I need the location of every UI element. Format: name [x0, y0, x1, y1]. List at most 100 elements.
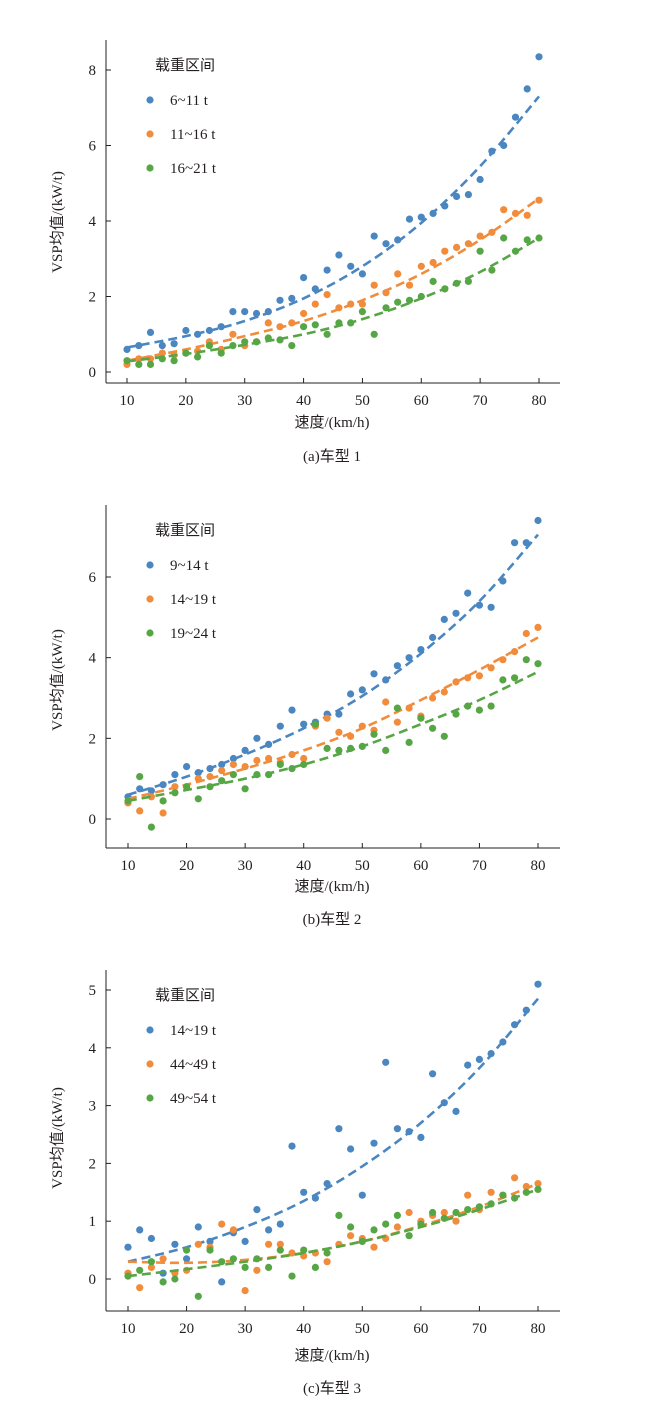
data-point — [475, 601, 483, 609]
data-point — [136, 1266, 144, 1274]
data-point — [370, 1139, 378, 1147]
data-point — [323, 714, 331, 722]
x-tick-label: 80 — [531, 858, 546, 874]
data-point — [171, 1240, 179, 1248]
trend-line-16~21 t — [126, 236, 540, 363]
legend-title: 载重区间 — [155, 987, 215, 1004]
data-point — [441, 285, 449, 293]
data-point — [358, 742, 366, 751]
data-point — [522, 1182, 530, 1191]
data-point — [534, 1180, 542, 1188]
data-point — [323, 1249, 331, 1257]
data-point — [394, 236, 402, 244]
legend-marker — [146, 629, 154, 637]
data-point — [358, 686, 366, 694]
trend-line-14~19 t — [127, 636, 539, 801]
data-point — [276, 336, 284, 344]
data-point — [276, 1220, 284, 1228]
x-tick-label: 50 — [355, 393, 370, 409]
x-tick-label: 30 — [237, 393, 252, 409]
data-point — [159, 1255, 167, 1263]
data-point — [382, 1220, 390, 1228]
y-tick-label: 2 — [89, 1156, 97, 1172]
data-point — [487, 664, 495, 672]
data-point — [194, 330, 202, 338]
data-point — [429, 694, 437, 702]
data-point — [311, 300, 319, 308]
data-point — [441, 202, 449, 210]
data-point — [265, 754, 273, 763]
data-point — [522, 1188, 530, 1196]
data-point — [276, 722, 284, 730]
data-point — [183, 763, 191, 771]
data-point — [276, 323, 284, 331]
data-point — [535, 234, 543, 242]
data-point — [417, 292, 425, 301]
x-axis-label: 速度/(km/h) — [295, 414, 370, 431]
data-point — [264, 319, 272, 327]
data-point — [311, 720, 319, 728]
x-tick-label: 30 — [238, 858, 253, 874]
data-point — [288, 765, 296, 773]
data-point — [241, 338, 249, 346]
data-point — [476, 247, 484, 255]
y-tick-label: 4 — [89, 1041, 97, 1057]
data-point — [487, 1188, 495, 1196]
data-point — [311, 1263, 319, 1271]
data-point — [382, 289, 390, 297]
data-point — [264, 308, 272, 316]
data-point — [523, 236, 531, 244]
data-point — [264, 334, 272, 342]
data-point — [265, 1240, 273, 1248]
data-point — [534, 980, 542, 988]
data-point — [218, 1258, 226, 1266]
data-point — [335, 251, 343, 259]
data-point — [452, 1107, 460, 1115]
data-point — [382, 698, 390, 706]
chart-caption: (c)车型 3 — [303, 1380, 361, 1397]
data-point — [405, 1232, 413, 1240]
x-tick-label: 60 — [413, 1321, 428, 1337]
data-point — [488, 147, 496, 155]
data-point — [123, 357, 131, 365]
data-point — [253, 734, 261, 742]
data-point — [464, 702, 472, 710]
data-point — [510, 1021, 519, 1029]
data-point — [405, 281, 414, 289]
data-point — [218, 777, 226, 785]
y-tick-label: 0 — [89, 812, 97, 828]
data-point — [135, 342, 143, 350]
chart-caption: (b)车型 2 — [303, 911, 362, 928]
data-point — [288, 1272, 296, 1280]
data-point — [452, 1217, 460, 1225]
data-point — [523, 211, 531, 219]
data-point — [429, 724, 437, 732]
data-point — [429, 258, 437, 267]
data-point — [464, 674, 472, 682]
data-point — [147, 823, 155, 831]
data-point — [452, 609, 460, 617]
data-point — [123, 345, 131, 353]
data-point — [510, 648, 519, 656]
data-point — [135, 355, 143, 363]
data-point — [347, 262, 355, 270]
data-point — [464, 191, 472, 199]
legend-marker — [146, 1060, 154, 1068]
data-point — [241, 785, 249, 793]
data-point — [229, 308, 237, 316]
data-point — [147, 1258, 155, 1266]
data-point — [370, 730, 378, 738]
data-point — [370, 1226, 378, 1234]
data-point — [288, 750, 296, 759]
chart-panel-2: 0 2 4 6 10 20 30 40 50 60 70 80 速度/(km/h) VSP均值/(kW/t… — [49, 505, 560, 928]
data-point — [300, 323, 308, 331]
data-point — [241, 1287, 249, 1295]
data-point — [218, 1220, 226, 1228]
data-point — [464, 240, 472, 248]
data-point — [241, 308, 249, 316]
data-point — [135, 360, 143, 368]
data-point — [534, 623, 542, 632]
data-point — [499, 577, 507, 585]
data-point — [440, 732, 448, 740]
data-point — [358, 300, 366, 308]
